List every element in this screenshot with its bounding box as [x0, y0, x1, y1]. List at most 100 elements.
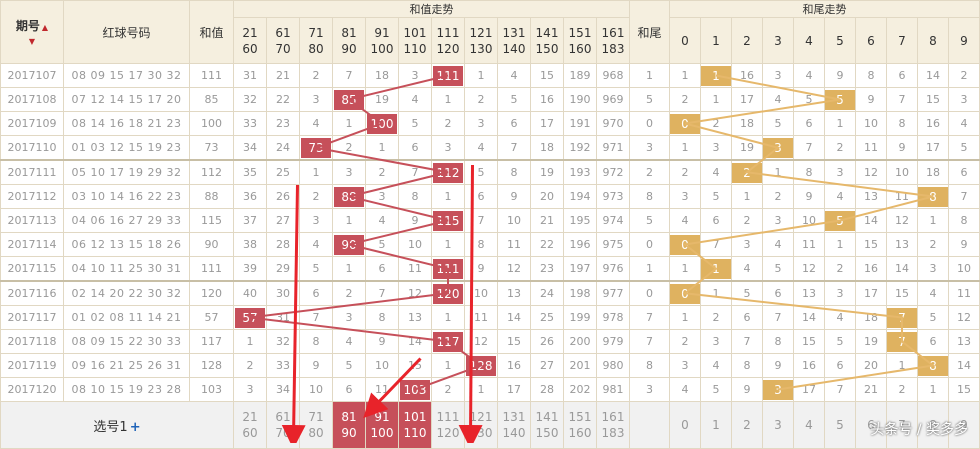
tail-omission-cell: 7: [731, 329, 763, 354]
range-low: 81: [341, 25, 357, 40]
sum-cell: 103: [189, 377, 234, 402]
tail-omission-cell: 1: [824, 111, 856, 136]
red-balls-cell: 04 06 16 27 29 33: [63, 208, 190, 233]
tail-omission-cell: 7: [762, 305, 794, 330]
tail-omission-cell: 3: [762, 63, 794, 88]
digit-select-cell[interactable]: 1: [700, 401, 732, 449]
tail-omission-cell: 3: [731, 232, 763, 257]
sum-hit-ball: 100: [367, 113, 397, 134]
tail-omission-cell: 17: [731, 87, 763, 112]
range-select-cell[interactable]: 91 100: [365, 401, 399, 449]
tail-omission-cell: 4: [793, 63, 825, 88]
tail-omission-cell: 7: [793, 135, 825, 161]
omission-cell: 19: [530, 159, 564, 185]
tail-omission-cell: 14: [948, 353, 980, 378]
omission-cell: 7: [365, 280, 399, 306]
range-low: 121: [469, 410, 493, 424]
range-select-cell[interactable]: 111 120: [431, 401, 465, 449]
omission-cell: 11: [464, 305, 498, 330]
sum-cell: 90: [189, 232, 234, 257]
range-select-cell[interactable]: 161 183: [596, 401, 630, 449]
omission-cell: 11: [497, 232, 531, 257]
digit-select-cell[interactable]: 9: [948, 401, 980, 449]
range-header-121-130: 121 130: [464, 17, 498, 64]
omission-cell: 10: [464, 280, 498, 306]
omission-cell: 4: [332, 329, 366, 354]
footer-row: 选号1 +21 60 61 70 71 80 81 90 91 100 101 110 111 120 121…: [0, 401, 980, 449]
range-low: 61: [275, 25, 291, 40]
range-select-cell[interactable]: 151 160: [563, 401, 597, 449]
tail-omission-cell: 5: [917, 305, 949, 330]
range-select-cell[interactable]: 101 110: [398, 401, 432, 449]
omission-cell: 6: [299, 280, 333, 306]
pick-number-button[interactable]: 选号1 +: [0, 401, 234, 449]
tail-cell: 5: [629, 208, 670, 233]
tail-hit-ball: 0: [670, 283, 700, 304]
omission-cell: 979: [596, 329, 630, 354]
tail-hit-ball: 1: [701, 258, 731, 279]
range-select-cell[interactable]: 131 140: [497, 401, 531, 449]
tail-hit-cell: 5: [824, 208, 856, 233]
sum-hit-ball: 112: [433, 162, 463, 183]
sum-hit-cell: 73: [299, 135, 333, 161]
red-balls-cell: 01 02 08 11 14 21: [63, 305, 190, 330]
omission-cell: 1: [464, 63, 498, 88]
omission-cell: 4: [299, 232, 333, 257]
sort-icon[interactable]: ▲ ▼: [28, 22, 49, 46]
range-select-cell[interactable]: 21 60: [233, 401, 267, 449]
omission-cell: 32: [266, 329, 300, 354]
tail-hit-cell: 3: [762, 377, 794, 402]
omission-cell: 1: [233, 329, 267, 354]
digit-select-cell[interactable]: 0: [669, 401, 701, 449]
range-select-cell[interactable]: 141 150: [530, 401, 564, 449]
range-low: 91: [374, 25, 390, 40]
issue-cell: 2017118: [0, 329, 64, 354]
tail-omission-cell: 16: [917, 111, 949, 136]
digit-select-cell[interactable]: 4: [793, 401, 825, 449]
red-balls-cell: 02 14 20 22 30 32: [63, 280, 190, 306]
digit-header-9: 9: [948, 17, 980, 64]
issue-cell: 2017114: [0, 232, 64, 257]
digit-select-cell[interactable]: 3: [762, 401, 794, 449]
tail-omission-cell: 1: [700, 87, 732, 112]
range-select-cell[interactable]: 121 130: [464, 401, 498, 449]
omission-cell: 19: [365, 87, 399, 112]
tail-omission-cell: 7: [948, 184, 980, 209]
tail-omission-cell: 8: [855, 63, 887, 88]
range-select-cell[interactable]: 71 80: [299, 401, 333, 449]
omission-cell: 25: [530, 305, 564, 330]
tail-omission-cell: 3: [824, 280, 856, 306]
digit-select-cell[interactable]: 2: [731, 401, 763, 449]
range-low: 161: [601, 410, 625, 424]
tail-hit-ball: 1: [701, 65, 731, 86]
tail-omission-cell: 4: [824, 184, 856, 209]
range-high: 60: [242, 426, 258, 440]
tail-omission-cell: 2: [700, 111, 732, 136]
plus-icon[interactable]: +: [129, 419, 141, 435]
omission-cell: 981: [596, 377, 630, 402]
omission-cell: 2: [365, 159, 399, 185]
omission-cell: 196: [563, 232, 597, 257]
omission-cell: 13: [497, 280, 531, 306]
digit-header-1: 1: [700, 17, 732, 64]
omission-cell: 34: [266, 377, 300, 402]
issue-header[interactable]: 期号 ▲ ▼: [0, 0, 64, 64]
omission-cell: 16: [530, 87, 564, 112]
omission-cell: 9: [497, 184, 531, 209]
digit-select-cell[interactable]: 5: [824, 401, 856, 449]
digit-select-cell[interactable]: 6: [855, 401, 887, 449]
tail-omission-cell: 2: [669, 87, 701, 112]
omission-cell: 27: [266, 208, 300, 233]
range-select-cell[interactable]: 81 90: [332, 401, 366, 449]
omission-cell: 10: [299, 377, 333, 402]
range-select-cell[interactable]: 61 70: [266, 401, 300, 449]
sum-hit-ball: 103: [400, 379, 430, 400]
range-high: 80: [308, 426, 324, 440]
sum-hit-ball: 111: [433, 65, 463, 86]
range-header-111-120: 111 120: [431, 17, 465, 64]
range-high: 60: [242, 41, 258, 56]
tail-omission-cell: 9: [948, 232, 980, 257]
tail-omission-cell: 15: [855, 232, 887, 257]
sum-hit-ball: 128: [466, 355, 496, 376]
digit-header-7: 7: [886, 17, 918, 64]
